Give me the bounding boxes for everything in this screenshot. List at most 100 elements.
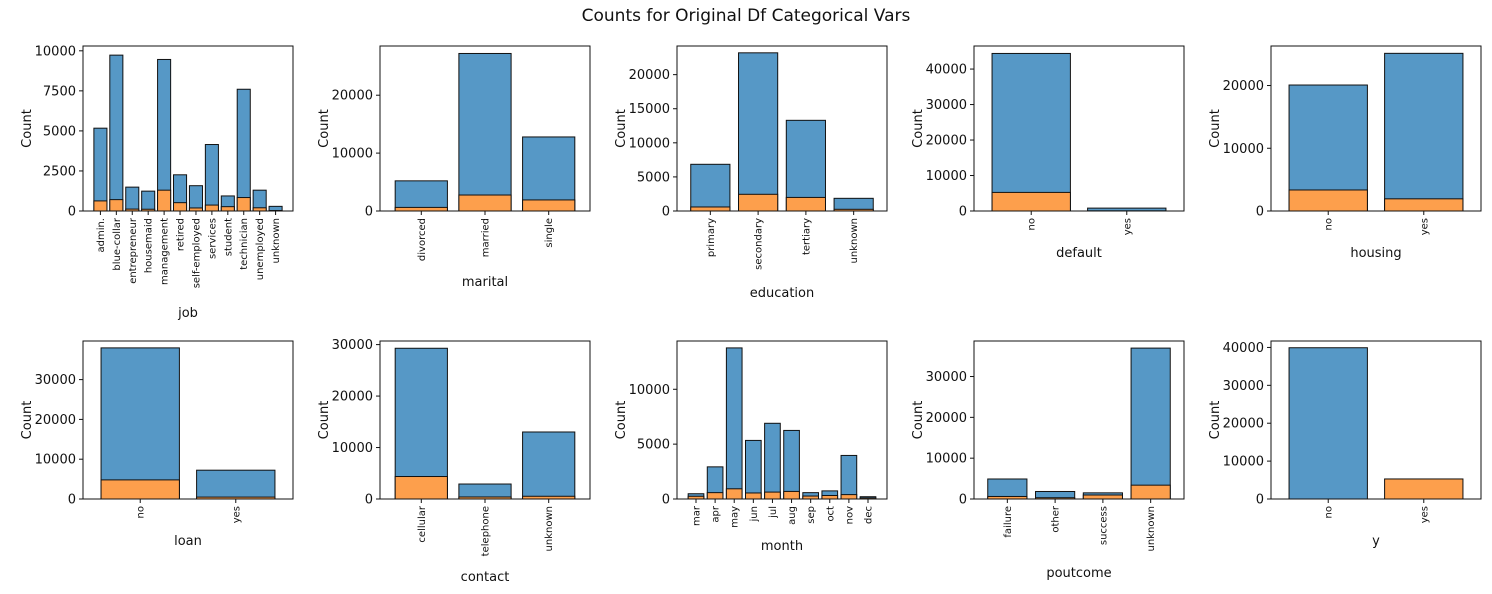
x-tick-label-apr: apr [711, 505, 722, 522]
subplot-loan: 0 10000 20000 30000 no yes loan Count [20, 340, 294, 549]
y-tick-label: 0 [68, 205, 76, 220]
bar-unknown-series-1 [1130, 484, 1171, 500]
bar-divorced-series-1 [394, 206, 448, 212]
bar-technician-series-1 [236, 197, 251, 212]
x-axis-label: marital [462, 275, 508, 290]
bar-self-employed-series-0 [188, 185, 203, 212]
y-axis-label: Count [911, 401, 926, 440]
bar-single-series-1 [522, 199, 576, 212]
x-tick-label-student: student [223, 218, 234, 256]
x-tick-label-mar: mar [692, 505, 703, 526]
x-tick-label-management: management [160, 218, 171, 285]
y-axis-label: Count [911, 109, 926, 148]
bar-aug-series-0 [783, 429, 800, 500]
subplot-education: 0 5000 10000 15000 20000 primary secondary tert… [614, 45, 888, 301]
bar-no-series-1 [100, 479, 180, 500]
x-axis-label: loan [174, 534, 202, 549]
x-tick-label-yes: yes [1419, 218, 1430, 235]
y-tick-label: 10000 [332, 147, 373, 162]
x-tick-label-admin.: admin. [96, 218, 107, 253]
x-axis-label: poutcome [1046, 566, 1111, 581]
bar-no-series-0 [991, 52, 1071, 212]
y-tick-label: 40000 [926, 63, 967, 78]
subplot-housing: 0 10000 20000 no yes housing Count [1208, 45, 1482, 261]
axes-frame [676, 340, 888, 500]
y-axis-label: Count [614, 109, 629, 148]
axes-frame [82, 45, 294, 212]
bar-management-series-0 [157, 58, 172, 212]
bar-admin.-series-1 [93, 200, 108, 212]
y-tick-label: 0 [662, 205, 670, 220]
bar-yes-series-0 [1384, 52, 1464, 212]
y-tick-label: 0 [365, 493, 373, 508]
y-tick-label: 20000 [629, 68, 670, 83]
x-axis-label: contact [461, 570, 510, 585]
bar-nov-series-1 [840, 494, 858, 500]
bar-blue-collar-series-1 [109, 199, 124, 212]
axes-frame [676, 45, 888, 212]
bar-tertiary-series-0 [785, 119, 826, 212]
y-tick-label: 20000 [1223, 79, 1264, 94]
bar-yes-series-1 [1384, 198, 1464, 212]
x-axis-label: y [1372, 534, 1380, 549]
bar-secondary-series-1 [738, 193, 779, 212]
y-tick-label: 20000 [1223, 417, 1264, 432]
bar-nov-series-0 [840, 454, 858, 500]
bar-no-series-0 [1288, 347, 1368, 500]
bar-tertiary-series-1 [785, 196, 826, 212]
x-tick-label-success: success [1098, 506, 1109, 545]
y-tick-label: 10000 [629, 383, 670, 398]
bar-no-series-0 [100, 347, 180, 500]
y-tick-label: 10000 [926, 169, 967, 184]
bar-jul-series-0 [764, 422, 781, 500]
axes-frame [973, 340, 1185, 500]
x-tick-label-dec: dec [863, 506, 874, 524]
y-axis-label: Count [20, 401, 35, 440]
y-tick-label: 10000 [35, 453, 76, 468]
x-tick-label-aug: aug [787, 506, 798, 525]
x-tick-label-sep: sep [806, 506, 817, 524]
subplot-job: 0 2500 5000 7500 10000 admin. blue-collar entre… [20, 44, 294, 321]
x-tick-label-yes: yes [1122, 218, 1133, 235]
x-tick-label-failure: failure [1003, 506, 1014, 538]
bar-married-series-0 [458, 52, 512, 212]
bar-may-series-0 [725, 347, 743, 500]
bar-oct-series-1 [821, 494, 839, 500]
bar-housemaid-series-0 [141, 190, 156, 212]
y-tick-label: 40000 [1223, 341, 1264, 356]
bar-admin.-series-0 [93, 127, 108, 212]
x-tick-label-retired: retired [176, 218, 187, 251]
y-tick-label: 10000 [332, 441, 373, 456]
y-tick-label: 5000 [637, 170, 670, 185]
bar-student-series-1 [220, 206, 235, 212]
x-tick-label-technician: technician [239, 218, 250, 270]
x-tick-label-nov: nov [844, 506, 855, 524]
axes-frame [1270, 45, 1482, 212]
bar-technician-series-0 [236, 88, 251, 212]
bar-unknown-series-0 [1130, 347, 1171, 500]
y-axis-label: Count [317, 401, 332, 440]
y-tick-label: 30000 [926, 370, 967, 385]
y-tick-label: 0 [662, 493, 670, 508]
y-tick-label: 20000 [926, 134, 967, 149]
x-tick-label-unknown: unknown [849, 218, 860, 263]
figure-title: Counts for Original Df Categorical Vars [581, 6, 911, 26]
y-axis-label: Count [1208, 109, 1223, 148]
x-tick-label-telephone: telephone [481, 506, 492, 556]
x-tick-label-self-employed: self-employed [191, 218, 202, 288]
bar-married-series-1 [458, 194, 512, 212]
y-tick-label: 15000 [629, 102, 670, 117]
bar-may-series-1 [725, 488, 743, 500]
bar-primary-series-0 [690, 163, 731, 212]
y-tick-label: 10000 [629, 136, 670, 151]
bar-aug-series-1 [783, 490, 800, 500]
bar-jun-series-1 [745, 492, 762, 500]
bar-yes-series-1 [1384, 478, 1464, 500]
y-tick-label: 30000 [35, 373, 76, 388]
subplot-poutcome: 0 10000 20000 30000 failure other success unkno… [911, 340, 1185, 581]
x-tick-label-yes: yes [1419, 506, 1430, 523]
bar-blue-collar-series-0 [109, 54, 124, 212]
axes-frame [1270, 340, 1482, 500]
bar-jun-series-0 [745, 439, 762, 500]
x-axis-label: default [1056, 246, 1102, 261]
